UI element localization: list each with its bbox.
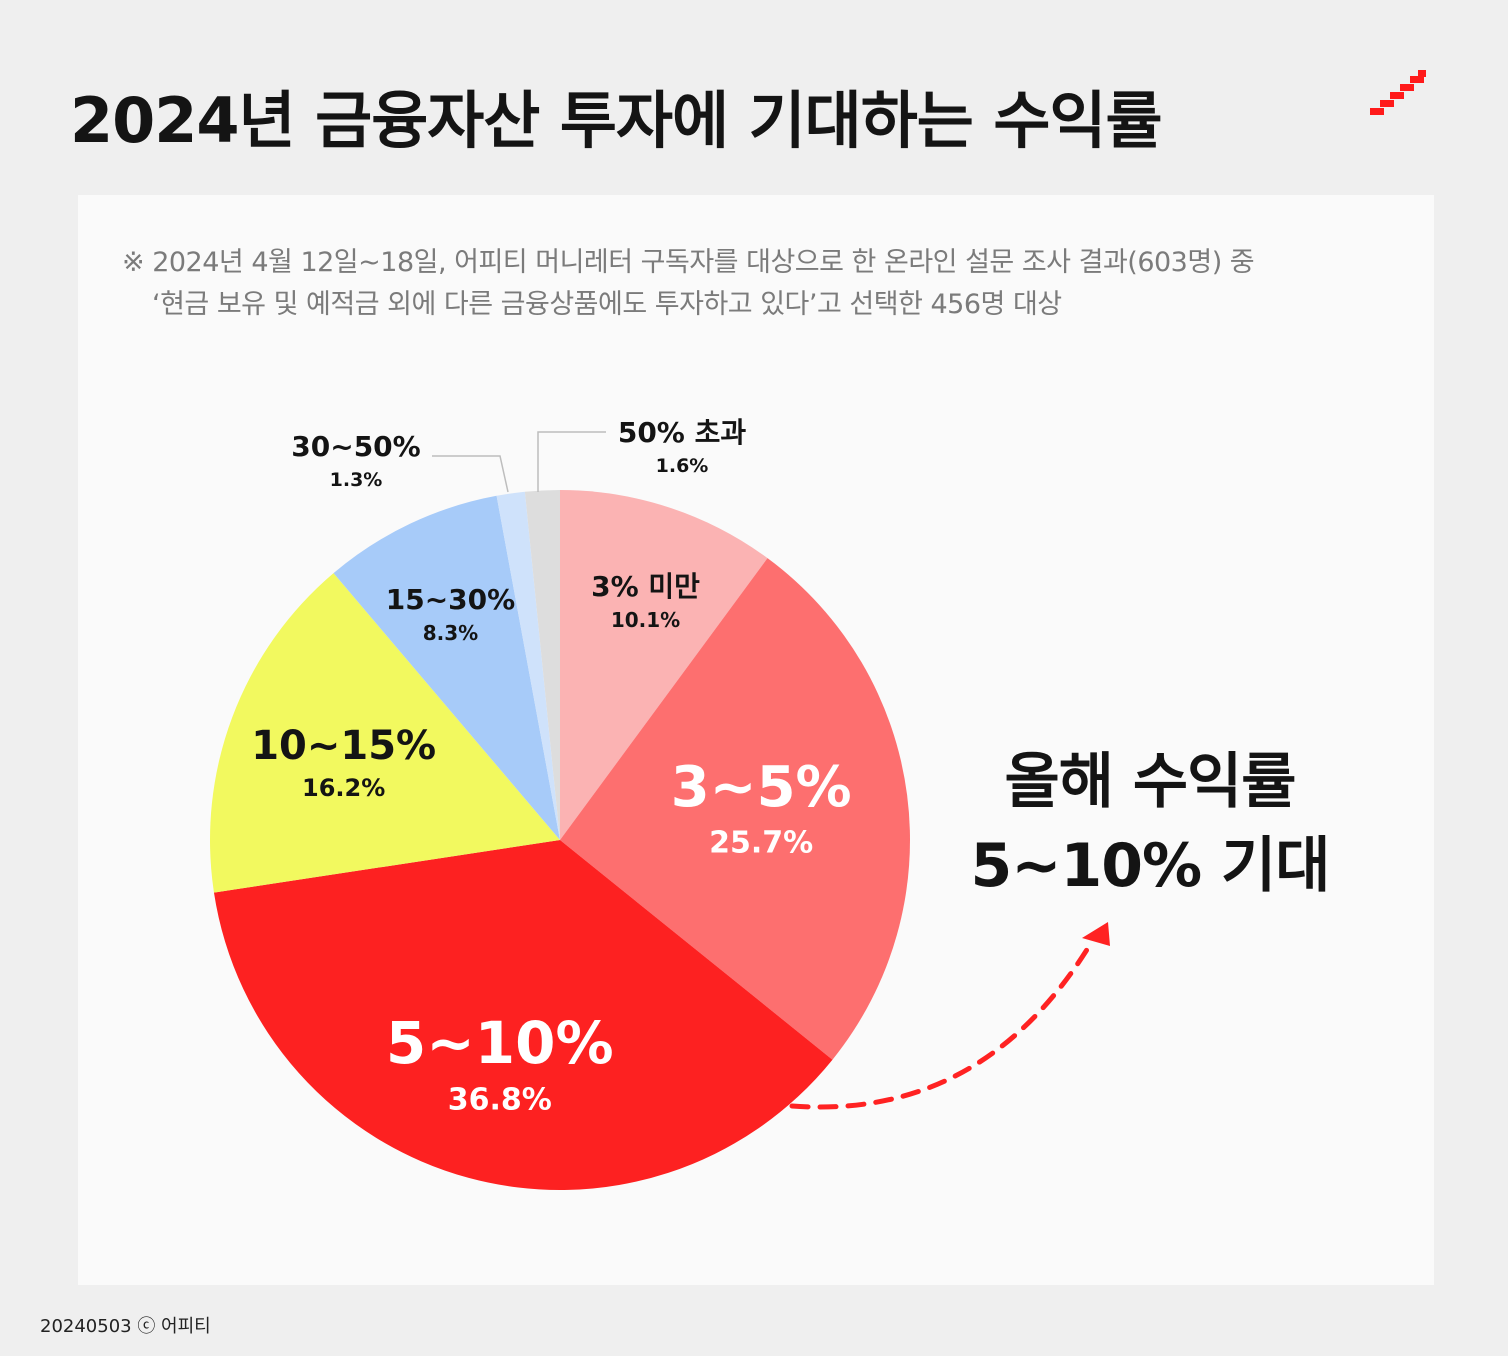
slice-value-label: 10.1%	[611, 608, 680, 632]
callout-line-1: 올해 수익률	[1004, 747, 1297, 817]
slice-value-label: 16.2%	[302, 774, 385, 802]
slice-name-label: 3% 미만	[591, 570, 700, 603]
slice-name-label: 10~15%	[251, 723, 436, 769]
pie-slice	[209, 573, 560, 893]
page-title: 2024년 금융자산 투자에 기대하는 수익률	[70, 84, 1162, 157]
slice-value-label: 25.7%	[709, 826, 813, 861]
pie-slices	[209, 490, 911, 1190]
slice-value-label: 1.3%	[330, 469, 383, 491]
pie-slice	[496, 491, 560, 840]
pie-slice	[560, 490, 768, 840]
pie-slice	[213, 840, 833, 1190]
pie-slice	[560, 558, 911, 1060]
pie-slice	[333, 495, 560, 840]
slice-name-label: 15~30%	[386, 583, 515, 616]
slice-name-label: 50% 초과	[618, 416, 747, 449]
slice-value-label: 1.6%	[656, 455, 709, 477]
slice-value-label: 8.3%	[423, 621, 478, 645]
callout-line-2: 5~10% 기대	[970, 831, 1331, 901]
pie-slice	[524, 490, 560, 840]
slice-name-label: 3~5%	[671, 755, 852, 820]
callout-text: 올해 수익률 5~10% 기대	[960, 740, 1340, 908]
footer-credit: 20240503 ⓒ 어피티	[40, 1316, 211, 1337]
survey-note-line-1: ※ 2024년 4월 12일~18일, 어피티 머니레터 구독자를 대상으로 한…	[122, 247, 1255, 278]
survey-note-line-2: ‘현금 보유 및 예적금 외에 다른 금융상품에도 투자하고 있다’고 선택한 …	[152, 289, 1062, 320]
staircase-logo-icon	[1370, 70, 1426, 115]
leader-line	[432, 455, 509, 493]
pie-labels: 3% 미만 10.1% 3~5% 25.7% 5~10% 36.8% 10~15% 16.2%…	[251, 416, 851, 1118]
slice-name-label: 30~50%	[291, 430, 420, 463]
leader-line	[537, 431, 606, 492]
dashed-arrow-icon	[789, 922, 1110, 1110]
slice-name-label: 5~10%	[386, 1009, 614, 1077]
leader-lines	[432, 431, 606, 493]
slice-value-label: 36.8%	[448, 1083, 552, 1118]
